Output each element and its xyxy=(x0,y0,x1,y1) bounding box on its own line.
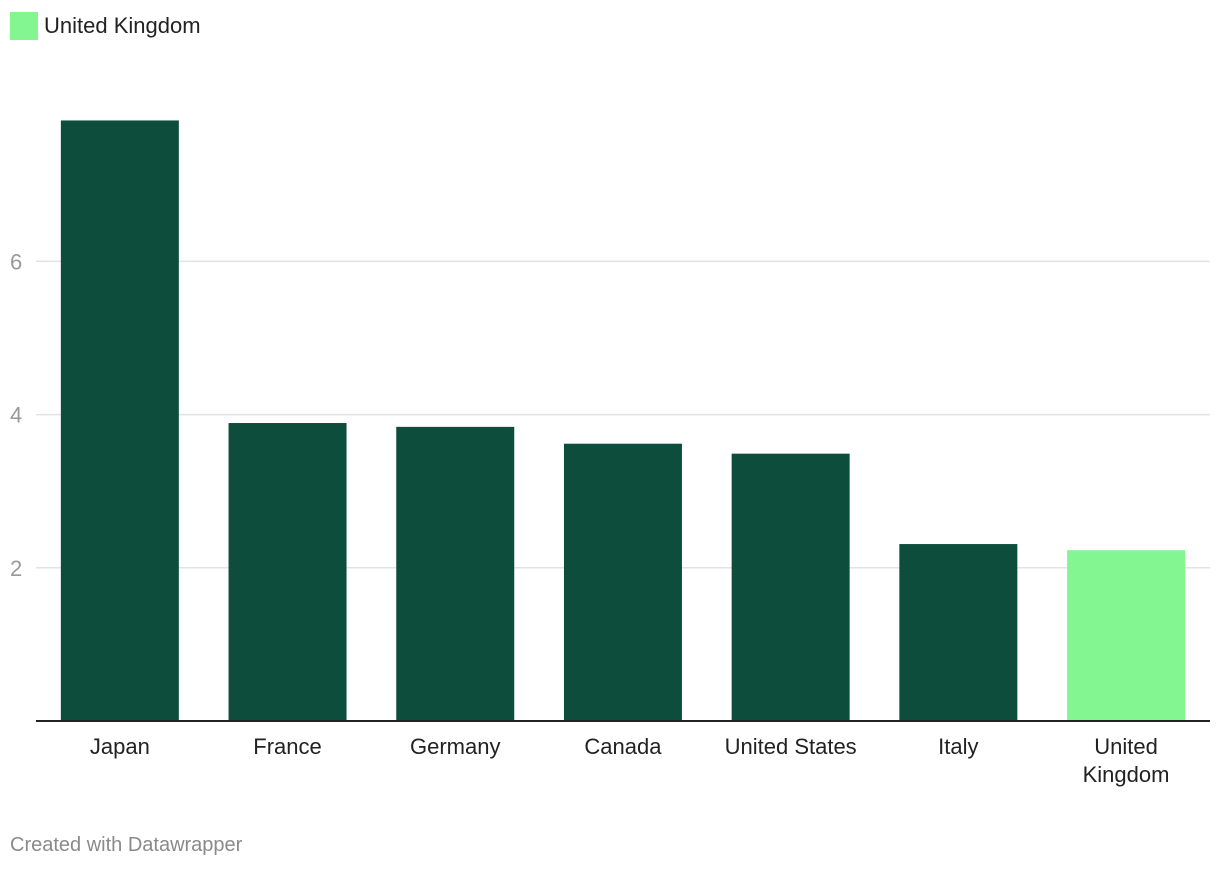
bar-layer xyxy=(60,120,1186,722)
bar-canada xyxy=(563,443,682,721)
bar-germany xyxy=(396,426,515,721)
legend-swatch xyxy=(10,12,38,40)
x-tick-label-france: France xyxy=(253,734,321,759)
label-layer: 2 4 6 Japan France Germany Canada United States… xyxy=(10,249,1169,787)
credit-text: Created with Datawrapper xyxy=(10,834,243,856)
x-tick-label-italy: Italy xyxy=(938,734,978,759)
bar-japan xyxy=(60,120,179,722)
bar-united-states xyxy=(731,453,850,721)
bar-italy xyxy=(899,544,1018,721)
x-tick-label-united-kingdom-line-1: United xyxy=(1094,734,1158,759)
bar-france xyxy=(228,423,347,721)
y-tick-label-2: 2 xyxy=(10,556,22,581)
y-tick-label-6: 6 xyxy=(10,249,22,274)
legend-label: United Kingdom xyxy=(44,13,201,38)
x-tick-label-japan: Japan xyxy=(90,734,150,759)
bar-united-kingdom xyxy=(1067,550,1186,721)
legend: United Kingdom xyxy=(10,12,201,40)
y-tick-label-4: 4 xyxy=(10,403,22,428)
x-tick-label-germany: Germany xyxy=(410,734,500,759)
x-tick-label-canada: Canada xyxy=(584,734,662,759)
x-tick-label-united-kingdom-line-2: Kingdom xyxy=(1083,762,1170,787)
x-tick-label-united-states: United States xyxy=(725,734,857,759)
